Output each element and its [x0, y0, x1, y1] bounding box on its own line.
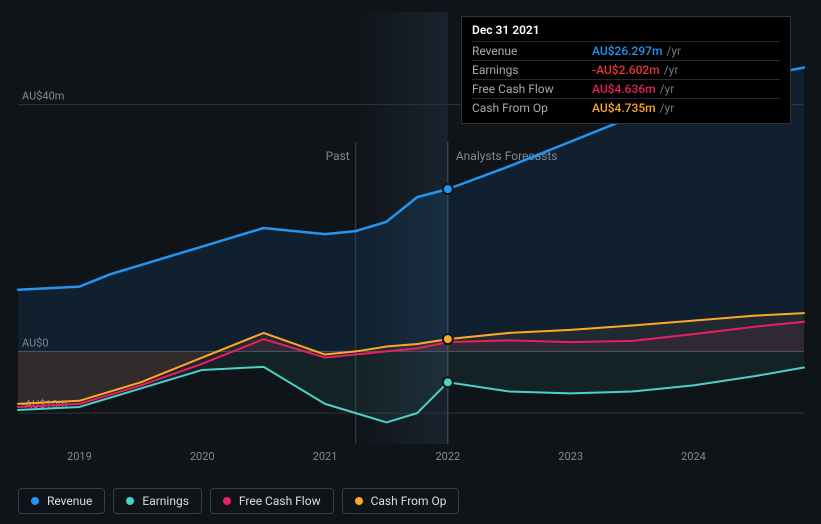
y-axis-label: AU$40m — [22, 90, 64, 103]
past-label: Past — [326, 149, 350, 163]
marker-cfo — [443, 334, 453, 344]
tooltip-value: -AU$2.602m — [592, 63, 660, 77]
tooltip-unit: /yr — [660, 101, 675, 115]
legend-label: Earnings — [142, 494, 189, 508]
legend-dot-icon — [223, 497, 231, 505]
chart-tooltip: Dec 31 2021 RevenueAU$26.297m/yrEarnings… — [461, 16, 791, 124]
legend-dot-icon — [31, 497, 39, 505]
legend-item-revenue[interactable]: Revenue — [18, 488, 105, 514]
legend-label: Revenue — [47, 494, 92, 508]
x-axis-label: 2022 — [435, 450, 460, 463]
legend-item-fcf[interactable]: Free Cash Flow — [210, 488, 334, 514]
tooltip-value: AU$4.636m — [592, 82, 656, 96]
x-axis-label: 2023 — [558, 450, 583, 463]
chart-legend: Revenue Earnings Free Cash Flow Cash From O… — [18, 488, 459, 514]
tooltip-unit: /yr — [666, 44, 681, 58]
tooltip-unit: /yr — [660, 82, 675, 96]
legend-label: Free Cash Flow — [239, 494, 321, 508]
tooltip-label: Free Cash Flow — [472, 82, 592, 96]
tooltip-row: Free Cash FlowAU$4.636m/yr — [472, 79, 780, 98]
x-axis-label: 2020 — [190, 450, 215, 463]
tooltip-row: Earnings-AU$2.602m/yr — [472, 60, 780, 79]
legend-dot-icon — [355, 497, 363, 505]
marker-earnings — [443, 377, 453, 387]
tooltip-row: RevenueAU$26.297m/yr — [472, 41, 780, 60]
legend-dot-icon — [126, 497, 134, 505]
tooltip-date: Dec 31 2021 — [472, 23, 780, 41]
tooltip-label: Earnings — [472, 63, 592, 77]
tooltip-label: Cash From Op — [472, 101, 592, 115]
x-axis-label: 2019 — [67, 450, 92, 463]
tooltip-value: AU$4.735m — [592, 101, 656, 115]
tooltip-label: Revenue — [472, 44, 592, 58]
marker-revenue — [443, 184, 453, 194]
x-axis-label: 2024 — [681, 450, 706, 463]
x-axis-label: 2021 — [313, 450, 338, 463]
tooltip-value: AU$26.297m — [592, 44, 662, 58]
tooltip-unit: /yr — [664, 63, 679, 77]
legend-label: Cash From Op — [371, 494, 447, 508]
tooltip-row: Cash From OpAU$4.735m/yr — [472, 98, 780, 117]
legend-item-cfo[interactable]: Cash From Op — [342, 488, 460, 514]
legend-item-earnings[interactable]: Earnings — [113, 488, 202, 514]
